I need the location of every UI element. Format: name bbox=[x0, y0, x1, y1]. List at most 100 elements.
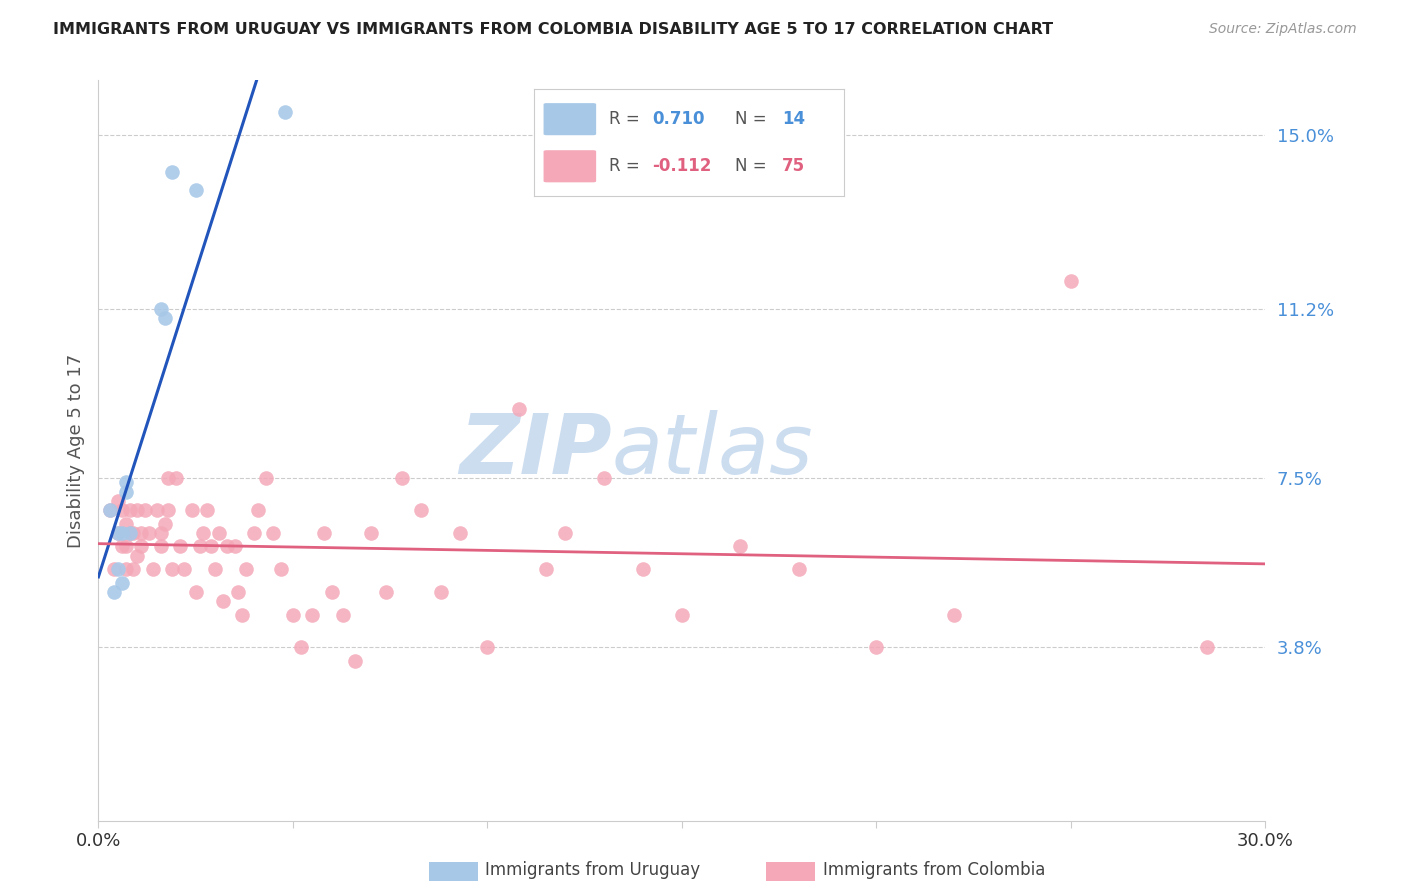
Point bbox=[332, 607, 354, 622]
Point bbox=[180, 503, 202, 517]
Point bbox=[107, 562, 129, 576]
Point bbox=[111, 540, 134, 554]
Point bbox=[671, 607, 693, 622]
Point bbox=[344, 654, 367, 668]
Point bbox=[631, 562, 654, 576]
Point bbox=[429, 585, 451, 599]
Point bbox=[215, 540, 238, 554]
Point bbox=[157, 503, 180, 517]
Point bbox=[118, 525, 141, 540]
Point bbox=[411, 503, 433, 517]
Point bbox=[787, 562, 810, 576]
Point bbox=[188, 540, 211, 554]
Point bbox=[114, 540, 136, 554]
Point bbox=[1195, 640, 1218, 654]
Point bbox=[449, 525, 471, 540]
Point bbox=[111, 576, 134, 591]
Point bbox=[114, 562, 136, 576]
Point bbox=[274, 105, 297, 120]
Point bbox=[477, 640, 499, 654]
Point bbox=[943, 607, 966, 622]
Point bbox=[321, 585, 343, 599]
Point bbox=[246, 503, 269, 517]
Point bbox=[554, 525, 576, 540]
Point bbox=[107, 525, 129, 540]
Point bbox=[301, 607, 323, 622]
Point bbox=[865, 640, 887, 654]
Text: Immigrants from Colombia: Immigrants from Colombia bbox=[823, 861, 1045, 879]
Point bbox=[118, 525, 141, 540]
Point bbox=[149, 525, 172, 540]
Point bbox=[129, 540, 152, 554]
Point bbox=[224, 540, 246, 554]
Text: 0.710: 0.710 bbox=[652, 111, 704, 128]
Text: atlas: atlas bbox=[612, 410, 814, 491]
Point bbox=[149, 301, 172, 316]
Point bbox=[142, 562, 165, 576]
Point bbox=[281, 607, 304, 622]
Point bbox=[122, 525, 145, 540]
Point bbox=[127, 549, 149, 563]
Point bbox=[127, 503, 149, 517]
Point bbox=[290, 640, 312, 654]
Point bbox=[111, 525, 134, 540]
Point bbox=[153, 516, 176, 531]
Point bbox=[153, 310, 176, 325]
Point bbox=[149, 540, 172, 554]
Point bbox=[103, 562, 125, 576]
Point bbox=[243, 525, 266, 540]
Point bbox=[312, 525, 335, 540]
Point bbox=[118, 503, 141, 517]
Point bbox=[107, 525, 129, 540]
Text: Source: ZipAtlas.com: Source: ZipAtlas.com bbox=[1209, 22, 1357, 37]
FancyBboxPatch shape bbox=[544, 103, 596, 136]
Point bbox=[200, 540, 222, 554]
Point bbox=[730, 540, 752, 554]
Point bbox=[138, 525, 160, 540]
FancyBboxPatch shape bbox=[544, 150, 596, 182]
Point bbox=[375, 585, 398, 599]
Point bbox=[157, 471, 180, 485]
Point bbox=[184, 585, 207, 599]
Point bbox=[165, 471, 187, 485]
Point bbox=[212, 594, 235, 608]
Point bbox=[391, 471, 413, 485]
Point bbox=[122, 562, 145, 576]
Text: R =: R = bbox=[609, 157, 640, 175]
Point bbox=[1060, 274, 1083, 288]
Point bbox=[169, 540, 191, 554]
Text: N =: N = bbox=[735, 111, 766, 128]
Point bbox=[208, 525, 231, 540]
Text: IMMIGRANTS FROM URUGUAY VS IMMIGRANTS FROM COLOMBIA DISABILITY AGE 5 TO 17 CORRE: IMMIGRANTS FROM URUGUAY VS IMMIGRANTS FR… bbox=[53, 22, 1053, 37]
Text: N =: N = bbox=[735, 157, 766, 175]
Point bbox=[134, 503, 156, 517]
Point bbox=[111, 503, 134, 517]
Text: Immigrants from Uruguay: Immigrants from Uruguay bbox=[485, 861, 700, 879]
Point bbox=[235, 562, 257, 576]
Point bbox=[114, 516, 136, 531]
Point bbox=[184, 183, 207, 197]
Point bbox=[231, 607, 253, 622]
Point bbox=[146, 503, 169, 517]
Point bbox=[193, 525, 215, 540]
Text: ZIP: ZIP bbox=[460, 410, 612, 491]
Point bbox=[228, 585, 250, 599]
Y-axis label: Disability Age 5 to 17: Disability Age 5 to 17 bbox=[66, 353, 84, 548]
Point bbox=[98, 503, 121, 517]
Point bbox=[593, 471, 616, 485]
Point bbox=[103, 585, 125, 599]
Point bbox=[107, 493, 129, 508]
Point bbox=[262, 525, 284, 540]
Text: 14: 14 bbox=[782, 111, 804, 128]
Point bbox=[162, 164, 184, 178]
Point bbox=[204, 562, 226, 576]
Point bbox=[129, 525, 152, 540]
Point bbox=[195, 503, 218, 517]
Point bbox=[508, 402, 530, 417]
Point bbox=[162, 562, 184, 576]
Text: 75: 75 bbox=[782, 157, 804, 175]
Text: R =: R = bbox=[609, 111, 640, 128]
Point bbox=[114, 484, 136, 499]
Point bbox=[270, 562, 292, 576]
Point bbox=[98, 503, 121, 517]
